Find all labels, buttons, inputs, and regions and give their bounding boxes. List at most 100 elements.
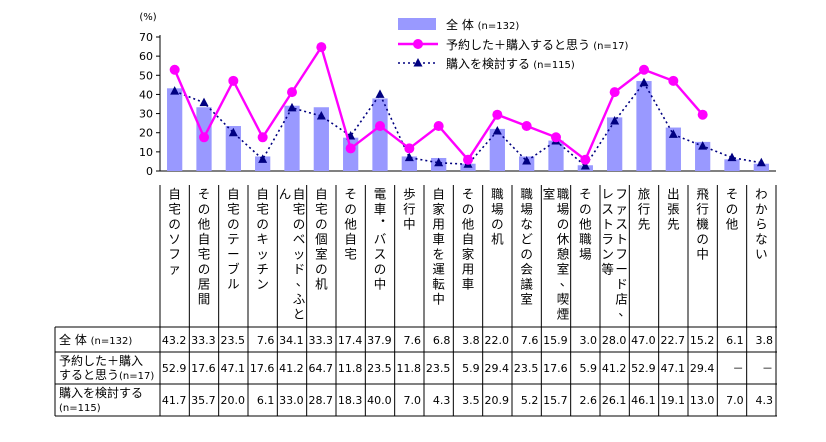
y-tick-label: 30 [139, 108, 153, 121]
category-label: を [432, 247, 445, 262]
bar [548, 140, 564, 171]
category-label: 自 [168, 187, 181, 202]
data-value: 43.2 [162, 334, 187, 347]
series-marker-reserved [521, 121, 532, 132]
category-label: の [198, 202, 211, 217]
data-value: 5.9 [580, 362, 598, 375]
category-label: ァ [168, 262, 181, 277]
data-value: 15.9 [543, 334, 568, 347]
category-label: 用 [432, 217, 445, 232]
data-value: 7.6 [257, 334, 275, 347]
data-value: 47.1 [661, 362, 686, 375]
category-label: 室 [543, 187, 556, 202]
category-label: 宅 [344, 247, 357, 262]
series-marker-consider [610, 116, 620, 125]
category-label: ー [615, 262, 628, 277]
category-label: わ [755, 187, 768, 202]
category-label: ど [520, 232, 533, 247]
data-value: 7.0 [404, 394, 422, 407]
category-label: 店 [615, 292, 628, 307]
category-label: の [315, 217, 328, 232]
data-value: 35.7 [191, 394, 216, 407]
category-label: レ [601, 187, 614, 202]
data-value: 22.0 [485, 334, 510, 347]
category-label: ト [601, 217, 614, 232]
category-label: か [755, 202, 768, 217]
data-value: 5.9 [462, 362, 480, 375]
data-value: 41.7 [162, 394, 187, 407]
category-label: ッ [256, 247, 269, 262]
category-label: 室 [315, 247, 328, 262]
category-label: ル [227, 277, 240, 292]
bar [607, 117, 623, 171]
series-marker-reserved [228, 75, 239, 86]
category-label: フ [615, 247, 628, 262]
series-marker-reserved [433, 121, 444, 132]
category-label: 行 [696, 202, 709, 217]
legend-label-total: 全 体 (n=132) [446, 17, 519, 32]
category-label: 中 [374, 277, 387, 292]
category-label: ラ [601, 232, 614, 247]
category-label: 先 [638, 217, 651, 232]
data-value: 3.0 [580, 334, 598, 347]
category-label: 転 [432, 277, 445, 292]
data-value: 7.6 [521, 334, 539, 347]
series-marker-reserved [199, 132, 209, 143]
row-header-total: 全 体 (n=132) [59, 332, 132, 347]
category-label: 職 [579, 232, 592, 247]
category-label: の [557, 217, 570, 232]
category-label: 議 [520, 277, 533, 292]
data-value: 15.2 [690, 334, 715, 347]
category-label: 宅 [168, 202, 181, 217]
data-value: 37.9 [367, 334, 392, 347]
series-marker-consider [727, 152, 737, 162]
category-label: そ [726, 187, 739, 202]
bar [724, 159, 740, 171]
category-label: 等 [601, 262, 614, 277]
category-label: ー [227, 247, 240, 262]
data-value: 40.0 [367, 394, 392, 407]
category-label: 職 [491, 187, 504, 202]
category-label: 中 [403, 217, 416, 232]
series-marker-consider [287, 102, 297, 112]
data-value: 23.5 [426, 362, 451, 375]
category-label: の [344, 202, 357, 217]
category-label: 歩 [403, 187, 416, 202]
data-value: 11.8 [397, 362, 422, 375]
data-value: 3.8 [756, 334, 774, 347]
data-value: 28.7 [309, 394, 334, 407]
y-tick-label: 60 [139, 50, 153, 63]
row-header-consider-2: (n=115) [59, 403, 101, 414]
series-marker-reserved [404, 143, 415, 154]
series-line-reserved [173, 44, 704, 162]
category-label: 他 [579, 217, 592, 232]
series-marker-consider [316, 111, 326, 120]
category-label: 先 [667, 217, 680, 232]
category-label: 場 [557, 202, 570, 217]
series-marker-consider [258, 154, 268, 163]
category-label: 間 [198, 292, 211, 307]
data-value: 17.4 [338, 334, 363, 347]
data-value: 4.3 [433, 394, 451, 407]
category-label: の [315, 262, 328, 277]
y-tick-label: 0 [146, 165, 153, 178]
legend-marker-consider [413, 58, 423, 67]
data-value: 64.7 [309, 362, 334, 375]
data-value: 17.6 [543, 362, 568, 375]
category-label: 居 [198, 277, 211, 292]
series-marker-consider [170, 86, 180, 95]
category-label: の [227, 217, 240, 232]
data-value: 6.1 [257, 394, 275, 407]
bar [489, 128, 505, 171]
category-label: フ [168, 247, 181, 262]
legend-label-reserved: 予約した＋購入すると思う (n=17) [446, 37, 629, 52]
category-label: 自 [256, 187, 269, 202]
data-value: 52.9 [162, 362, 187, 375]
category-label: 家 [462, 247, 475, 262]
row-header-reserved-2: すると思う(n=17) [59, 368, 154, 382]
data-value: 47.1 [221, 362, 246, 375]
series-marker-consider [756, 157, 766, 167]
category-label: の [462, 202, 475, 217]
category-label: 飛 [696, 187, 709, 202]
